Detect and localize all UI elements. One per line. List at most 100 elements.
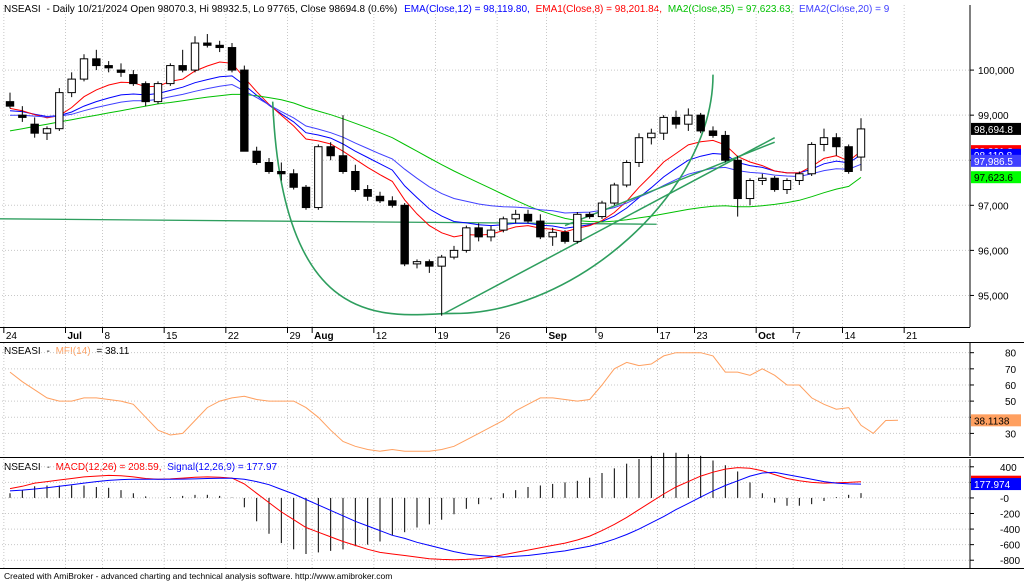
macd-value-label-bg: [971, 478, 1021, 491]
date-tick-label: 19: [438, 331, 450, 342]
candle: [745, 178, 755, 206]
candle-body: [351, 171, 360, 191]
candle: [437, 254, 446, 316]
candle: [573, 212, 582, 244]
candle-body: [5, 101, 15, 107]
candle-body: [437, 256, 446, 267]
mfi-header: NSEASI - MFI(14) = 38.11: [4, 346, 130, 357]
macd-header-macd: MACD(12,26) = 208.59,: [56, 462, 162, 473]
mfi-tick-label: 70: [1005, 365, 1017, 376]
signal-line: [9, 471, 862, 558]
candle-body: [190, 42, 200, 71]
candle-body: [499, 218, 508, 231]
cup-arc: [271, 74, 714, 316]
candle-body: [758, 177, 767, 182]
candle-body: [511, 213, 520, 220]
candle-body: [659, 116, 668, 134]
ma-line-2: [9, 93, 862, 223]
date-tick-label: 8: [105, 331, 111, 342]
candle: [166, 63, 175, 86]
price-tick-label: 100,000: [978, 66, 1015, 77]
candle: [400, 203, 409, 267]
candle: [215, 40, 224, 53]
candle-body: [301, 186, 311, 209]
date-tick-label: 14: [845, 331, 857, 342]
candle-body: [573, 213, 582, 242]
candle-body: [622, 161, 631, 186]
candle-body: [585, 213, 594, 218]
candle-body: [18, 114, 27, 118]
candle: [597, 200, 607, 219]
candle: [264, 157, 274, 174]
candle-body: [67, 78, 76, 94]
candle-body: [610, 184, 619, 204]
main-header: NSEASI - Daily 10/21/2024 Open 98070.3, …: [4, 4, 890, 15]
mfi-line: [9, 352, 899, 452]
candle-body: [412, 261, 422, 265]
candle-body: [523, 213, 533, 222]
candle: [770, 176, 779, 192]
axes: 24 Jul 8 15 22 29 Aug 12 19 26 Sep 9 17 23 Oct 7 14 21 95,…: [0, 5, 1024, 569]
candle: [289, 169, 298, 190]
price-tick-label: 95,000: [978, 291, 1009, 302]
candle-body: [721, 134, 730, 161]
candle: [462, 225, 471, 253]
candle: [375, 191, 385, 204]
candle-body: [844, 146, 853, 172]
candle-body: [671, 116, 681, 125]
candle: [116, 63, 126, 77]
mfi-value-label-text: 38.1138: [974, 416, 1010, 427]
candle-body: [289, 173, 298, 188]
candle-body: [42, 128, 52, 134]
candle-body: [795, 173, 804, 182]
candle-body: [708, 130, 718, 136]
candle: [844, 144, 853, 174]
candle-body: [264, 161, 274, 172]
candle-body: [129, 74, 138, 85]
mfi-header-value: = 38.11: [96, 346, 129, 357]
candle: [499, 216, 508, 233]
mfi-pane: [9, 352, 899, 452]
macd-pane: [9, 452, 862, 561]
candle: [129, 70, 138, 86]
candle: [523, 209, 533, 224]
candle: [696, 112, 705, 134]
mfi-tick-label: 50: [1005, 397, 1017, 408]
macd-value-label: 177.974: [971, 478, 1021, 491]
date-tick-label: 29: [290, 331, 302, 342]
candle: [79, 54, 89, 82]
candle: [647, 128, 656, 145]
candle: [30, 117, 39, 138]
candle-body: [178, 65, 187, 71]
candle-body: [363, 189, 372, 197]
candle-body: [338, 155, 348, 173]
candle: [203, 34, 212, 48]
candle-body: [425, 261, 434, 267]
candle: [388, 196, 397, 208]
candle: [684, 108, 693, 131]
price-tick-label: 99,000: [978, 111, 1009, 122]
candle-body: [227, 47, 237, 71]
candle: [536, 214, 545, 240]
candle-body: [203, 42, 212, 46]
candle: [733, 155, 742, 217]
candle: [67, 72, 76, 98]
date-tick-label: Oct: [758, 331, 775, 342]
price-value-label-text: 97,986.5: [974, 157, 1013, 168]
macd-tick-label: -0: [1000, 494, 1009, 505]
candle: [795, 171, 804, 186]
price-value-label-bg: [971, 154, 1021, 167]
date-tick-label: Jul: [68, 331, 83, 342]
candle: [807, 142, 816, 177]
candle-body: [647, 132, 656, 139]
mfi-tick-label: 80: [1005, 349, 1017, 360]
candle-body: [560, 231, 570, 242]
candle-body: [314, 146, 323, 209]
price-pane: [0, 34, 866, 316]
candle-body: [104, 65, 113, 69]
date-tick-label: 26: [499, 331, 511, 342]
ma-line-0: [9, 75, 862, 229]
candle-body: [684, 114, 693, 125]
header-ema20: EMA2(Close,20) = 9: [799, 4, 890, 15]
date-tick-label: 24: [6, 331, 18, 342]
